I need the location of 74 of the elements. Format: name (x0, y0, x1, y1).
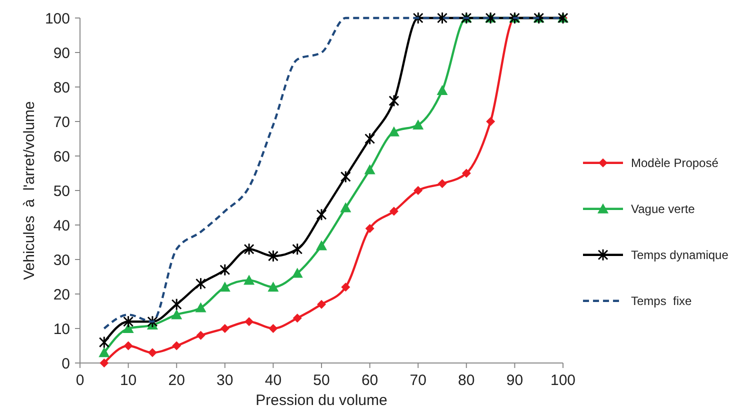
point (171, 309, 182, 320)
point (292, 268, 303, 278)
y-tick-label: 20 (53, 286, 70, 304)
point (364, 164, 376, 174)
point (389, 206, 398, 216)
point (268, 250, 278, 262)
point (123, 315, 134, 328)
y-tick-label: 30 (53, 252, 70, 269)
legend-label: Vague verte (631, 202, 696, 216)
point (244, 274, 255, 285)
point (438, 179, 447, 188)
legend-label: Modèle Proposé (631, 156, 719, 170)
point (147, 315, 158, 328)
point (437, 12, 448, 24)
point (171, 298, 182, 311)
legend-label: Temps dynamique (631, 248, 729, 262)
point (436, 84, 448, 95)
x-tick-label: 40 (264, 372, 282, 389)
x-tick-label: 60 (361, 372, 378, 389)
legend-label: Temps fixe (631, 294, 692, 308)
x-tick-label: 0 (76, 372, 84, 389)
point (124, 341, 133, 350)
point (148, 348, 157, 358)
point (244, 317, 254, 326)
point (244, 242, 254, 256)
point (340, 202, 352, 212)
point (317, 300, 326, 309)
y-tick-label: 60 (53, 148, 70, 166)
point (388, 126, 400, 136)
point (292, 242, 303, 256)
y-tick-label: 0 (62, 355, 70, 372)
point (462, 168, 471, 178)
point (195, 302, 206, 312)
point (341, 282, 350, 292)
y-tick-label: 100 (44, 10, 70, 28)
x-tick-label: 20 (168, 372, 185, 389)
y-tick-label: 40 (53, 217, 70, 234)
y-tick-label: 90 (53, 44, 70, 62)
x-tick-label: 10 (120, 372, 137, 389)
x-tick-label: 90 (506, 372, 524, 389)
point (316, 208, 327, 221)
point (412, 119, 424, 130)
y-tick-label: 80 (53, 79, 70, 96)
point (219, 282, 230, 292)
point (365, 224, 374, 233)
point (364, 132, 376, 145)
point (220, 324, 230, 333)
x-tick-label: 50 (313, 372, 330, 389)
point (220, 264, 230, 276)
x-tick-label: 30 (216, 372, 234, 389)
point (172, 341, 182, 350)
y-axis-title: Vehicules à l'arret/volume (21, 101, 38, 280)
point (196, 277, 206, 290)
point (388, 94, 400, 108)
point (292, 314, 302, 323)
point (340, 170, 351, 183)
point (486, 117, 496, 126)
point (414, 186, 423, 195)
y-tick-label: 10 (53, 320, 70, 338)
x-tick-label: 80 (458, 372, 475, 389)
y-tick-label: 50 (53, 182, 70, 200)
x-tick-label: 100 (550, 372, 576, 389)
point (98, 347, 110, 358)
y-tick-label: 70 (53, 114, 70, 131)
point (100, 358, 109, 368)
point (268, 282, 279, 292)
point (268, 324, 278, 333)
point (98, 336, 110, 349)
point (196, 330, 206, 340)
x-tick-label: 70 (410, 372, 426, 389)
x-axis-title: Pression du volume (256, 392, 388, 409)
point (412, 12, 424, 24)
point (316, 240, 327, 250)
point (122, 323, 134, 333)
